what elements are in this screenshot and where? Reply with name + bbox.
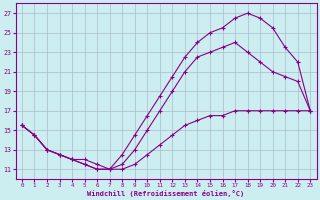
X-axis label: Windchill (Refroidissement éolien,°C): Windchill (Refroidissement éolien,°C) [87, 190, 245, 197]
